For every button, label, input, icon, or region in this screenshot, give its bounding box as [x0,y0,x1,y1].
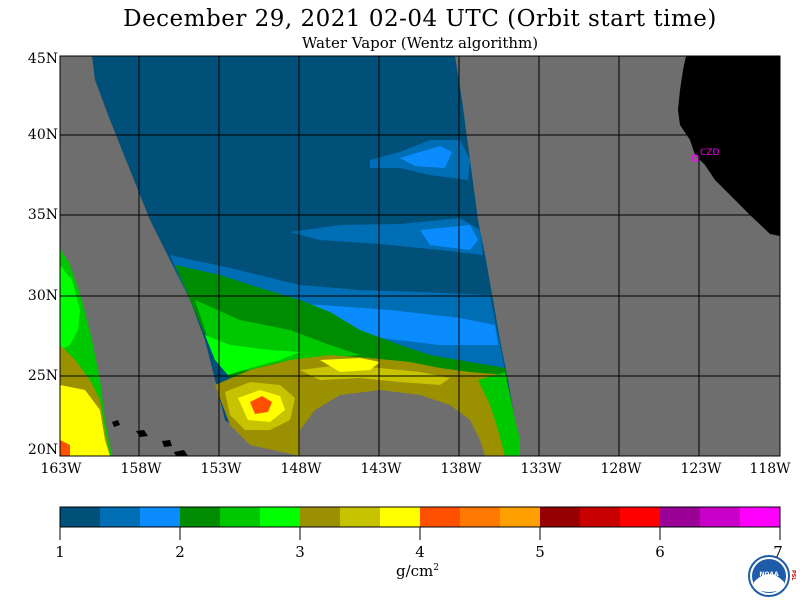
colorbar-tick-label: 2 [175,543,185,561]
colorbar-tick-label: 3 [295,543,305,561]
noaa-logo: NOAA PSL [748,555,796,597]
lon-label: 158W [120,461,162,477]
map-frame [59,55,781,457]
colorbar-swatch [540,507,581,527]
satellite-swath-left [60,248,112,456]
colorbar-frame [59,506,781,528]
colorbar-swatch [740,507,781,527]
vapor-patch [420,225,478,250]
colorbar-tick-label: 6 [655,543,665,561]
hawaiian-islands [112,420,188,456]
lat-label: 45N [27,51,58,67]
lon-label: 128W [600,461,642,477]
island [174,450,188,456]
colorbar-swatch [260,507,301,527]
colorbar-swatch [380,507,421,527]
colorbar-swatch [460,507,501,527]
lat-label: 40N [27,127,58,143]
vapor-band [320,358,380,372]
vapor-patch [250,396,272,414]
lon-label: 163W [40,461,82,477]
vapor-patch [60,385,110,456]
colorbar [59,507,781,540]
colorbar-swatch [180,507,221,527]
island [162,440,172,447]
vapor-patch [60,265,80,350]
colorbar-swatch [100,507,141,527]
station-marker-czd: CZD [691,148,719,162]
noaa-logo-text: NOAA [759,571,779,578]
colorbar-tick-label: 5 [535,543,545,561]
lon-label: 138W [440,461,482,477]
north-america-land [678,56,780,236]
vapor-band [205,335,300,375]
colorbar-unit: g/cm2 [396,562,439,580]
colorbar-tick-label: 4 [415,543,425,561]
colorbar-tick-label: 1 [55,543,65,561]
vapor-band [478,372,520,456]
page-title: December 29, 2021 02-04 UTC (Orbit start… [123,6,717,32]
vapor-patch [400,146,452,168]
vapor-patch [290,218,483,255]
lat-label: 30N [27,288,58,304]
map-graticule [60,56,780,456]
noaa-logo-gull [754,574,784,592]
station-dot [691,154,699,162]
colorbar-swatch [660,507,701,527]
colorbar-swatch [620,507,661,527]
lon-label: 148W [280,461,322,477]
colorbar-swatch [140,507,181,527]
colorbar-swatch [580,507,621,527]
map-panel: CZD [60,56,780,456]
colorbar-swatch [420,507,461,527]
colorbar-swatch [220,507,261,527]
lon-label: 118W [749,461,791,477]
lon-label: 143W [360,461,402,477]
lon-label: 123W [680,461,722,477]
lon-label: 133W [520,461,562,477]
island [112,420,120,427]
vapor-patch [60,440,70,456]
unit-base: g/cm [396,562,434,580]
colorbar-swatch [500,507,541,527]
lat-label: 20N [27,442,58,458]
no-data-arc [300,390,485,456]
unit-exponent: 2 [433,563,440,573]
satellite-swath-main [92,56,520,456]
station-label: CZD [700,148,719,158]
lat-label: 25N [27,368,58,384]
lat-label: 35N [27,207,58,223]
colorbar-swatch [300,507,341,527]
page-subtitle: Water Vapor (Wentz algorithm) [301,34,539,52]
psl-side-text: PSL [790,570,796,581]
colorbar-tick-label: 7 [773,543,783,561]
colorbar-swatch [60,507,101,527]
lon-label: 153W [200,461,242,477]
colorbar-swatch [700,507,741,527]
colorbar-swatch [340,507,381,527]
